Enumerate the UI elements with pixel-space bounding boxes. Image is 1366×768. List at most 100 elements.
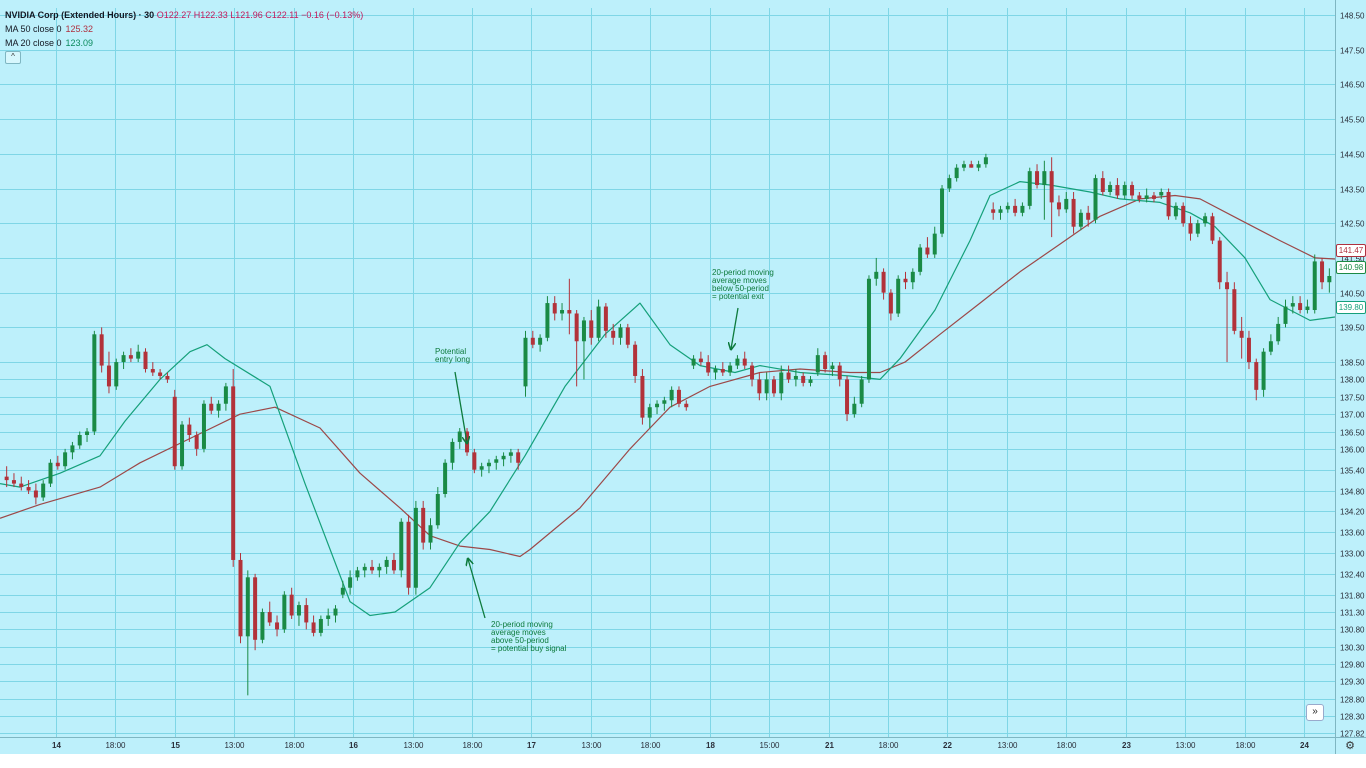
candle — [1035, 164, 1040, 189]
y-tick-label: 139.50 — [1340, 324, 1365, 333]
candle-body — [508, 452, 513, 456]
candle-body — [413, 507, 418, 588]
candle-body — [1035, 171, 1040, 186]
candle — [253, 573, 258, 651]
candle-body — [1210, 216, 1215, 241]
x-tick-label: 17 — [527, 741, 536, 750]
legend-ma50-row[interactable]: MA 50 close 0 125.32 — [5, 24, 93, 34]
candle-body — [742, 358, 747, 366]
candle — [1064, 191, 1069, 213]
candle — [845, 375, 850, 422]
candle-body — [823, 355, 828, 370]
candle-body — [596, 306, 601, 338]
candle — [676, 386, 681, 408]
candle-body — [910, 271, 915, 283]
candle — [764, 372, 769, 401]
arrow-buy-signal — [468, 559, 486, 619]
candle-body — [618, 327, 623, 338]
candle-body — [63, 452, 68, 467]
candle-body — [216, 403, 221, 411]
candle-body — [399, 521, 404, 571]
candle — [1246, 330, 1251, 370]
candle — [450, 438, 455, 470]
candle — [706, 355, 711, 376]
candle — [918, 244, 923, 276]
candle-body — [1320, 261, 1325, 283]
candle — [121, 351, 126, 370]
candle-body — [114, 362, 119, 387]
candle-body — [647, 407, 652, 418]
x-tick-label: 13:00 — [581, 741, 602, 750]
candle-body — [99, 334, 104, 366]
candle-body — [1137, 195, 1142, 199]
candle — [1020, 202, 1025, 217]
candle-body — [896, 278, 901, 314]
x-tick-label: 13:00 — [403, 741, 424, 750]
candle-body — [567, 310, 572, 314]
candle — [552, 296, 557, 321]
candle — [1203, 212, 1208, 227]
chart-settings-button[interactable]: ⚙ — [1343, 740, 1357, 752]
legend-ma20-row[interactable]: MA 20 close 0 123.09 — [5, 38, 93, 48]
candle — [479, 462, 484, 477]
candle — [194, 431, 199, 456]
candle — [969, 160, 974, 168]
x-tick-label: 13:00 — [1175, 741, 1196, 750]
candle — [998, 205, 1003, 220]
y-tick-label: 146.50 — [1340, 81, 1365, 90]
candle — [1100, 171, 1105, 196]
candle-body — [1268, 341, 1273, 352]
candle — [1232, 282, 1237, 335]
candle — [296, 601, 301, 626]
legend-collapse-button[interactable]: ^ — [5, 51, 21, 64]
x-tick-label: 21 — [825, 741, 834, 750]
candle-body — [1276, 323, 1281, 342]
scroll-to-realtime-button[interactable]: » — [1306, 704, 1324, 721]
candle-body — [11, 480, 16, 484]
candle-body — [1195, 223, 1200, 234]
double-chevron-right-icon: » — [1312, 706, 1318, 717]
candle-body — [260, 612, 265, 640]
candle-body — [983, 157, 988, 165]
symbol-title: NVIDIA Corp (Extended Hours) · 30 — [5, 10, 155, 20]
candle-body — [859, 379, 864, 404]
arrow-entry-long — [454, 371, 467, 443]
x-tick-label: 15 — [171, 741, 180, 750]
candle — [728, 362, 733, 376]
candle-body — [925, 247, 930, 255]
candle — [896, 275, 901, 317]
candle — [823, 351, 828, 373]
y-tick-label: 133.60 — [1340, 529, 1365, 538]
candle — [26, 480, 31, 494]
candle — [888, 289, 893, 321]
candle — [48, 459, 53, 488]
ma20-value: 123.09 — [65, 38, 94, 48]
candle-body — [1254, 362, 1259, 390]
candle-body — [494, 459, 499, 463]
candle-body — [640, 375, 645, 418]
candle — [1005, 202, 1010, 213]
candle-body — [180, 424, 185, 467]
candle-body — [245, 577, 250, 637]
candle-body — [289, 594, 294, 616]
candle — [260, 608, 265, 644]
candle — [647, 403, 652, 429]
candle-body — [757, 379, 762, 394]
candle-body — [1225, 282, 1230, 290]
candle-body — [1108, 185, 1113, 192]
candle — [1305, 299, 1310, 314]
candle — [406, 514, 411, 595]
candle-body — [669, 389, 674, 401]
candle-body — [165, 375, 170, 380]
candle — [530, 330, 535, 349]
candle-body — [355, 570, 360, 578]
candle — [947, 174, 952, 192]
candle — [808, 375, 813, 387]
y-tick-label: 136.00 — [1340, 446, 1365, 455]
candle-body — [150, 369, 155, 373]
candle-body — [815, 355, 820, 373]
ma20-line — [0, 181, 1336, 617]
candle — [1159, 188, 1164, 199]
candle — [1195, 219, 1200, 238]
